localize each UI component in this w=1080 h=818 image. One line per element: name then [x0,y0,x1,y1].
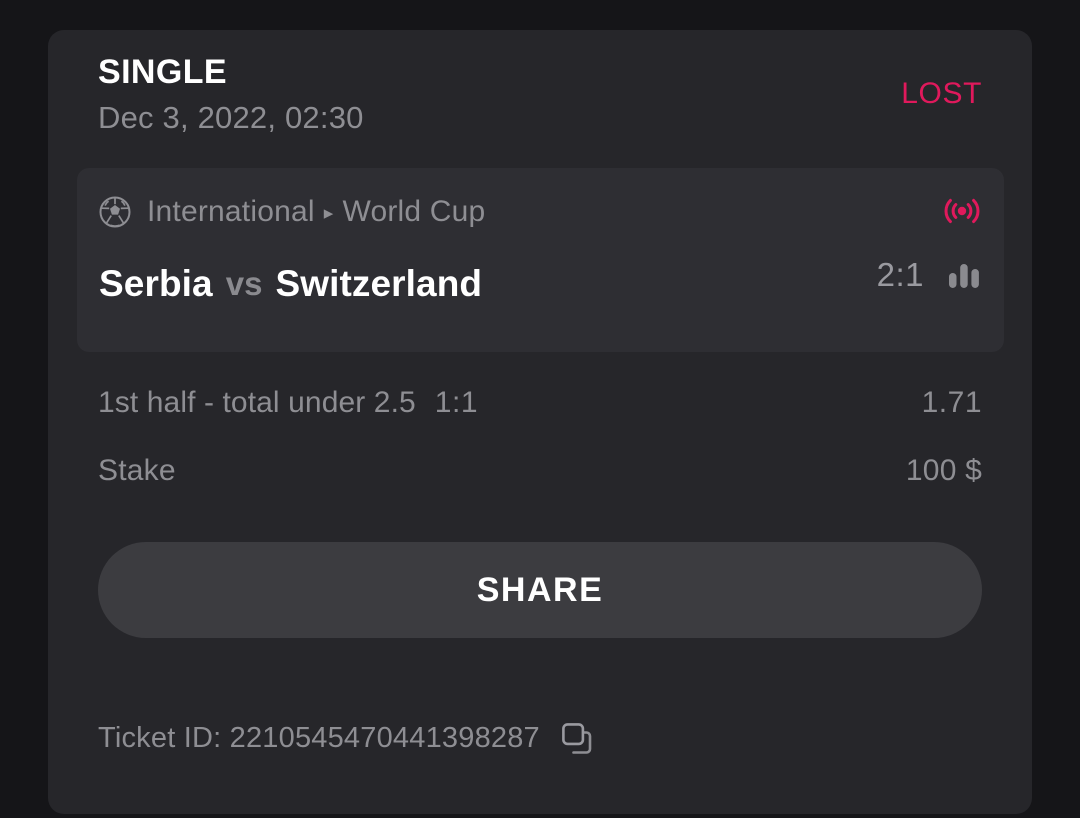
share-button[interactable]: SHARE [98,542,982,638]
bet-placed-timestamp: Dec 3, 2022, 02:30 [98,100,364,135]
ticket-header: SINGLE Dec 3, 2022, 02:30 LOST [48,30,1032,168]
teams-row: Serbia vs Switzerland 2:1 [99,256,982,310]
stake-row: Stake 100 $ [98,450,982,492]
league-row: International ▸ World Cup [99,192,982,232]
ticket-id-label: Ticket ID: 2210545470441398287 [98,721,540,754]
market-label: 1st half - total under 2.5 [98,386,416,419]
copy-icon[interactable] [560,721,594,755]
bet-type-label: SINGLE [98,53,227,91]
live-broadcast-icon[interactable] [942,194,982,228]
half-score-label: 1:1 [434,386,479,419]
soccer-ball-icon [99,196,131,228]
selection-details: 1st half - total under 2.5 1:1 [98,388,478,418]
region-label: International [147,195,315,228]
odds-value: 1.71 [921,386,982,419]
away-team-label: Switzerland [275,262,483,304]
score-block: 2:1 [877,258,982,291]
bar-stats-icon[interactable] [946,259,982,291]
competition-label: World Cup [342,195,486,228]
bet-ticket-card: SINGLE Dec 3, 2022, 02:30 LOST [48,30,1032,814]
ticket-id-footer: Ticket ID: 2210545470441398287 [98,718,594,758]
vs-label: vs [225,264,263,302]
breadcrumb-separator-icon: ▸ [323,202,334,224]
selection-row: 1st half - total under 2.5 1:1 1.71 [98,382,982,424]
match-panel[interactable]: International ▸ World Cup Serbia vs Swit… [77,168,1004,352]
stake-label: Stake [98,454,176,487]
league-breadcrumb: International ▸ World Cup [147,197,485,227]
stake-value: 100 $ [905,454,982,487]
home-team-label: Serbia [99,262,213,304]
status-badge: LOST [901,77,982,110]
match-score: 2:1 [876,256,924,293]
